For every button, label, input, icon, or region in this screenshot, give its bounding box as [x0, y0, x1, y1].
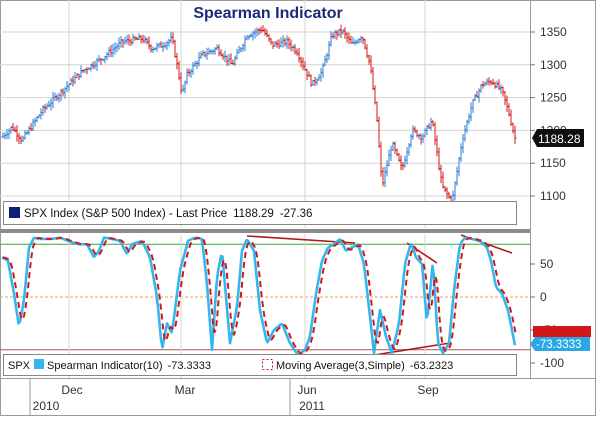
price-legend-swatch — [9, 207, 20, 218]
ma-legend-swatch — [262, 359, 273, 370]
x-year-label: 2010 — [33, 399, 60, 413]
legend-ticker: SPX Index — [24, 208, 79, 220]
indicator-tick-label: -100 — [540, 356, 564, 370]
last-price-value: 1188.28 — [538, 132, 581, 146]
spearman-legend-swatch — [34, 359, 44, 369]
price-legend-box — [3, 201, 517, 225]
ma-last-flag — [533, 326, 591, 337]
ma-legend-name: Moving Average(3,Simple) — [276, 360, 405, 372]
x-tick-label: Dec — [61, 383, 82, 397]
price-grid — [0, 0, 530, 228]
spearman-legend-value: -73.3333 — [168, 360, 211, 372]
indicator-tick-label: 50 — [540, 257, 554, 271]
ma-legend-text: Moving Average(3,Simple) -63.2323 — [276, 360, 453, 372]
price-legend: SPX Index (S&P 500 Index) - Last Price 11… — [3, 201, 517, 225]
x-year-label: 2011 — [299, 399, 325, 413]
price-tick-label: 1350 — [540, 25, 567, 39]
legend-last: 1188.29 — [233, 208, 274, 220]
indicator-legend: SPX Spearman Indicator(10) -73.3333 Movin… — [3, 354, 517, 376]
divergence-line — [367, 342, 451, 357]
price-tick-label: 1300 — [540, 58, 567, 72]
indicator-last-labels: -73.3333 — [530, 326, 591, 351]
indicator-tick-label: 0 — [540, 290, 547, 304]
chart-title: Spearman Indicator — [193, 5, 342, 22]
last-price-flag — [532, 129, 584, 147]
moving-average-line — [2, 236, 517, 355]
indicator-legend-ticker: SPX — [8, 360, 31, 372]
legend-field: Last Price — [176, 208, 227, 220]
spearman-last-value: -73.3333 — [536, 339, 581, 351]
ma-legend-value: -63.2323 — [410, 360, 453, 372]
last-price-label: 1188.28 — [532, 129, 584, 147]
indicator-legend-box — [3, 354, 517, 376]
price-tick-label: 1250 — [540, 91, 567, 105]
legend-change: -27.36 — [280, 208, 313, 220]
price-legend-text: SPX Index (S&P 500 Index) - Last Price 11… — [24, 208, 312, 220]
legend-security-name: (S&P 500 Index) — [82, 208, 166, 220]
spearman-legend-text: Spearman Indicator(10) -73.3333 — [47, 360, 211, 372]
price-bars — [1, 24, 517, 208]
x-tick-label: Sep — [417, 383, 439, 397]
x-axis-ticks: Dec Mar Jun Sep 2010 2011 — [29, 379, 439, 416]
price-axis-ticks: 135013001250120011501100 — [530, 25, 567, 203]
panel-separator — [0, 229, 530, 233]
price-tick-label: 1100 — [540, 189, 566, 203]
spearman-lines — [1, 236, 517, 356]
price-tick-label: 1150 — [540, 156, 566, 170]
spearman-legend-name: Spearman Indicator(10) — [47, 360, 163, 372]
x-tick-label: Mar — [175, 383, 196, 397]
x-tick-label: Jun — [297, 383, 316, 397]
spearman-last-flag — [530, 337, 590, 351]
